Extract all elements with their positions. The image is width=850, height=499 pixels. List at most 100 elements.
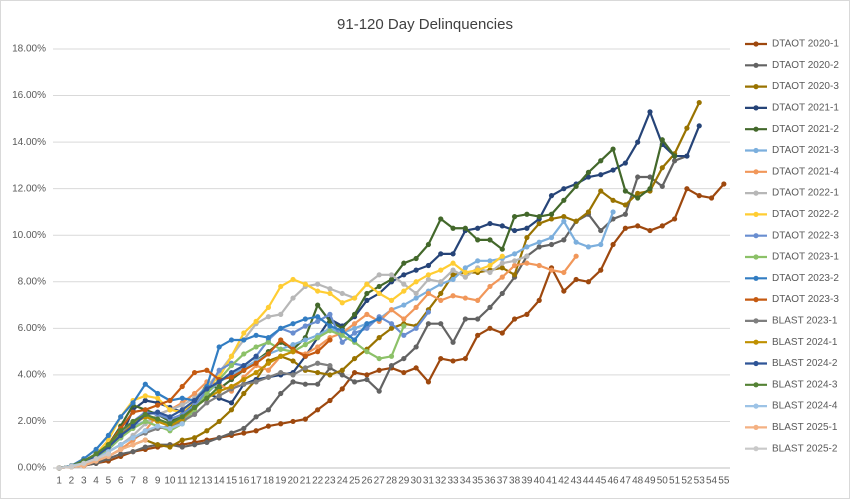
data-point (708, 195, 715, 201)
data-point (524, 311, 530, 317)
data-point (462, 269, 468, 276)
x-tick-label: 17 (251, 476, 263, 487)
data-point (499, 260, 505, 266)
data-point (253, 360, 259, 366)
data-point (142, 393, 148, 399)
data-point (155, 416, 161, 422)
x-tick-label: 29 (398, 476, 410, 487)
legend-marker (753, 297, 759, 303)
data-point (462, 355, 468, 362)
data-point (524, 253, 530, 259)
data-point (351, 330, 358, 336)
data-point (647, 186, 653, 192)
data-point (376, 388, 382, 394)
data-point (524, 234, 530, 241)
x-tick-label: 41 (546, 476, 558, 487)
x-tick-label: 2 (69, 476, 75, 487)
data-point (167, 425, 173, 432)
data-point (487, 262, 493, 269)
data-point (487, 237, 493, 243)
data-point (536, 239, 542, 245)
x-tick-label: 46 (608, 476, 620, 487)
data-point (130, 418, 136, 425)
data-point (672, 216, 678, 222)
data-point (179, 383, 185, 390)
data-point (118, 451, 124, 457)
x-tick-label: 44 (583, 476, 595, 487)
data-point (339, 367, 345, 373)
data-point (438, 321, 444, 327)
data-point (179, 407, 185, 413)
x-tick-label: 34 (460, 476, 472, 487)
data-point (524, 260, 530, 266)
data-point (585, 169, 592, 175)
data-point (475, 225, 481, 231)
data-point (179, 444, 185, 450)
data-point (315, 349, 321, 355)
data-point (315, 360, 321, 366)
data-point (265, 360, 272, 366)
data-point (684, 186, 690, 192)
legend-marker (753, 233, 759, 239)
x-tick-label: 9 (155, 476, 161, 487)
data-point (388, 272, 395, 278)
data-point (339, 290, 345, 297)
data-point (487, 258, 493, 264)
data-point (364, 311, 370, 317)
data-point (315, 344, 321, 350)
data-point (462, 265, 468, 271)
data-point (511, 316, 518, 322)
data-point (253, 369, 259, 376)
data-point (598, 188, 604, 194)
data-point (204, 439, 210, 445)
data-point (191, 390, 198, 397)
data-point (191, 435, 198, 441)
data-point (388, 362, 395, 369)
data-point (499, 290, 505, 297)
x-tick-label: 48 (632, 476, 644, 487)
data-point (610, 197, 616, 203)
data-point (290, 330, 296, 336)
data-point (204, 400, 210, 406)
data-point (216, 418, 222, 425)
x-tick-label: 37 (497, 476, 509, 487)
data-point (475, 316, 481, 322)
x-tick-label: 18 (263, 476, 275, 487)
data-point (598, 241, 604, 248)
data-point (376, 283, 382, 290)
data-point (376, 367, 382, 373)
data-point (339, 339, 345, 345)
data-point (142, 381, 148, 387)
x-tick-label: 54 (706, 476, 718, 487)
y-tick-label: 14.00% (12, 137, 46, 148)
x-tick-label: 39 (521, 476, 533, 487)
data-point (598, 227, 604, 234)
x-tick-label: 5 (106, 476, 112, 487)
data-point (425, 262, 432, 269)
data-point (327, 372, 333, 378)
data-point (241, 337, 247, 343)
legend-label: DTAOT 2023-2 (772, 273, 839, 284)
x-tick-label: 10 (164, 476, 176, 487)
data-point (155, 395, 161, 401)
data-point (598, 158, 604, 164)
legend-label: DTAOT 2020-2 (772, 60, 839, 71)
data-point (118, 446, 124, 452)
data-point (228, 353, 235, 359)
legend-marker (753, 403, 759, 409)
data-point (450, 260, 456, 266)
data-point (487, 269, 493, 276)
data-point (561, 218, 567, 224)
data-point (376, 355, 382, 362)
data-point (228, 337, 235, 343)
data-point (401, 332, 407, 338)
data-point (265, 314, 272, 320)
data-point (573, 239, 579, 245)
data-point (290, 276, 296, 283)
data-point (278, 346, 284, 352)
data-point (105, 451, 111, 457)
x-tick-label: 19 (275, 476, 287, 487)
legend-marker (753, 275, 759, 281)
data-point (142, 407, 148, 413)
